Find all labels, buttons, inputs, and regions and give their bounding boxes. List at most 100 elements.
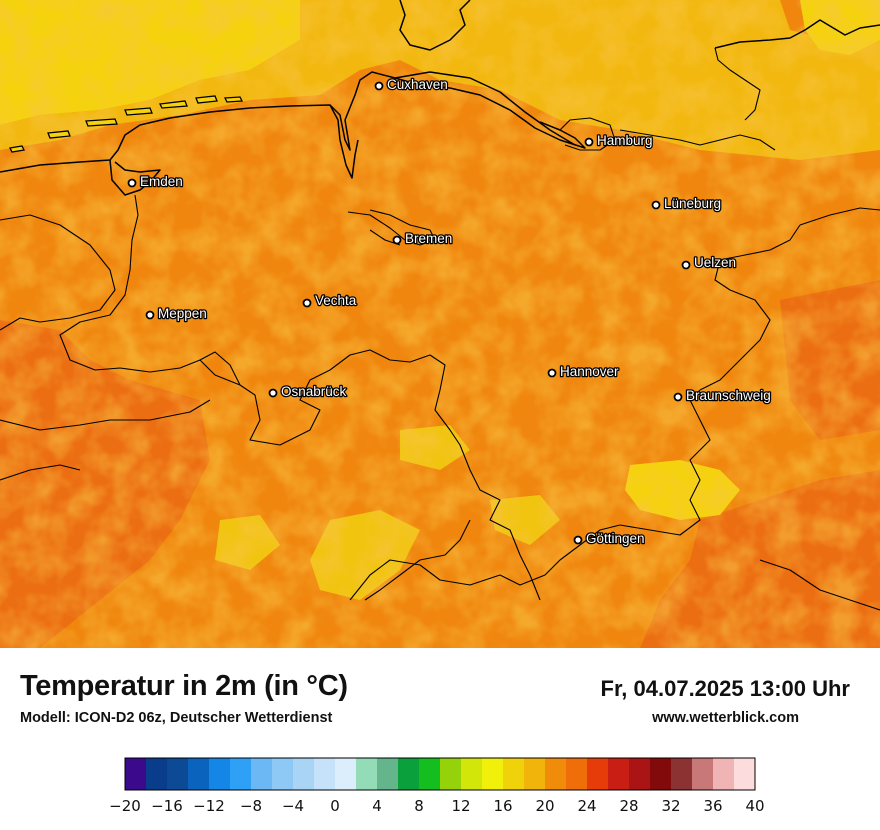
city-label: Bremen <box>405 231 452 246</box>
scale-box <box>629 758 651 790</box>
city-label: Braunschweig <box>686 388 771 403</box>
city-dot <box>302 298 312 308</box>
border-brandenburg <box>799 207 880 226</box>
color-scale: −20 −16 −12 −8 −4 0 4 8 12 16 20 24 28 32 36 40 <box>109 757 765 815</box>
city-dot <box>547 368 557 378</box>
city-meppen: Meppen <box>145 305 208 322</box>
border-sachsen-anhalt <box>699 224 801 391</box>
scale-box <box>566 758 588 790</box>
footer <box>0 648 880 830</box>
city-label: Hamburg <box>597 133 653 148</box>
border-south-west <box>0 464 81 481</box>
coastline <box>0 71 586 173</box>
city-bremen: Bremen <box>392 230 454 247</box>
scale-box <box>335 758 357 790</box>
city-dot <box>392 235 402 245</box>
island-1 <box>9 145 25 153</box>
scale-box <box>608 758 630 790</box>
city-uelzen: Uelzen <box>681 254 737 271</box>
border-sh <box>714 47 761 121</box>
border-nl-south <box>0 399 211 431</box>
scale-box <box>524 758 546 790</box>
border-mv <box>619 129 776 151</box>
scale-box <box>692 758 714 790</box>
border-nl-west <box>0 214 116 331</box>
scale-box <box>356 758 378 790</box>
border-hamburg <box>559 117 616 151</box>
island-3 <box>85 118 118 127</box>
scale-tick-label: −16 <box>151 797 183 815</box>
scale-box <box>272 758 294 790</box>
scale-boxes <box>125 758 756 790</box>
jade-bay <box>329 104 359 179</box>
city-label: Vechta <box>315 293 357 308</box>
city-hamburg: Hamburg <box>584 132 654 149</box>
scale-box <box>314 758 336 790</box>
texture-overlay <box>0 0 880 648</box>
forecast-datetime: Fr, 04.07.2025 13:00 Uhr <box>600 676 851 701</box>
scale-box <box>482 758 504 790</box>
city-goettingen: Göttingen <box>573 530 646 547</box>
city-dot <box>374 81 384 91</box>
city-dot <box>584 137 594 147</box>
scale-box <box>398 758 420 790</box>
scale-box <box>503 758 525 790</box>
city-emden: Emden <box>127 173 184 190</box>
city-label: Emden <box>140 174 183 189</box>
city-label: Meppen <box>158 306 207 321</box>
city-dot <box>268 388 278 398</box>
island-6 <box>195 95 218 104</box>
scale-box <box>671 758 693 790</box>
scale-box <box>734 758 756 790</box>
scale-box <box>713 758 735 790</box>
elbe-estuary <box>394 71 576 146</box>
scale-ticks: −20 −16 −12 −8 −4 0 4 8 12 16 20 24 28 32 36 40 <box>109 797 764 815</box>
scale-box <box>587 758 609 790</box>
island-5 <box>159 100 188 109</box>
scale-box <box>146 758 168 790</box>
border-nrw <box>239 349 541 601</box>
scale-box <box>188 758 210 790</box>
island-4 <box>124 107 153 116</box>
scale-box <box>167 758 189 790</box>
scale-tick-label: 8 <box>414 797 424 815</box>
city-label: Göttingen <box>586 531 645 546</box>
city-osnabrueck: Osnabrück <box>268 383 348 400</box>
website-link[interactable]: www.wetterblick.com <box>652 710 799 726</box>
scale-box <box>461 758 483 790</box>
scale-tick-label: −8 <box>240 797 262 815</box>
border-hesse-west <box>364 519 471 601</box>
island-2 <box>47 130 71 139</box>
city-label: Cuxhaven <box>387 77 448 92</box>
scale-tick-label: 40 <box>745 797 764 815</box>
border-hesse <box>349 524 621 601</box>
city-label: Uelzen <box>694 255 736 270</box>
city-label: Lüneburg <box>664 196 721 211</box>
scale-tick-label: 32 <box>661 797 680 815</box>
city-dot <box>681 260 691 270</box>
city-hannover: Hannover <box>547 363 620 380</box>
scale-tick-label: 28 <box>619 797 638 815</box>
map-title: Temperatur in 2m (in °C) <box>20 670 348 702</box>
scale-box <box>419 758 441 790</box>
city-dot <box>673 392 683 402</box>
border-thuringia <box>619 389 711 536</box>
scale-frame <box>124 757 756 791</box>
scale-box <box>125 758 147 790</box>
border-nl <box>59 194 241 386</box>
scale-tick-label: 24 <box>577 797 596 815</box>
scale-box <box>650 758 672 790</box>
temperature-map: Cuxhaven Hamburg Emden Lüneburg Bremen U… <box>0 0 880 648</box>
scale-tick-label: 4 <box>372 797 382 815</box>
scale-box <box>251 758 273 790</box>
city-dot <box>651 200 661 210</box>
city-label: Osnabrück <box>281 384 347 399</box>
scale-tick-label: −4 <box>282 797 304 815</box>
city-cuxhaven: Cuxhaven <box>374 76 449 93</box>
border-east-south <box>759 559 880 611</box>
border-nrw-inner <box>199 351 241 386</box>
city-dot <box>127 178 137 188</box>
city-dot <box>145 310 155 320</box>
scale-tick-label: 36 <box>703 797 722 815</box>
scale-tick-label: −12 <box>193 797 225 815</box>
